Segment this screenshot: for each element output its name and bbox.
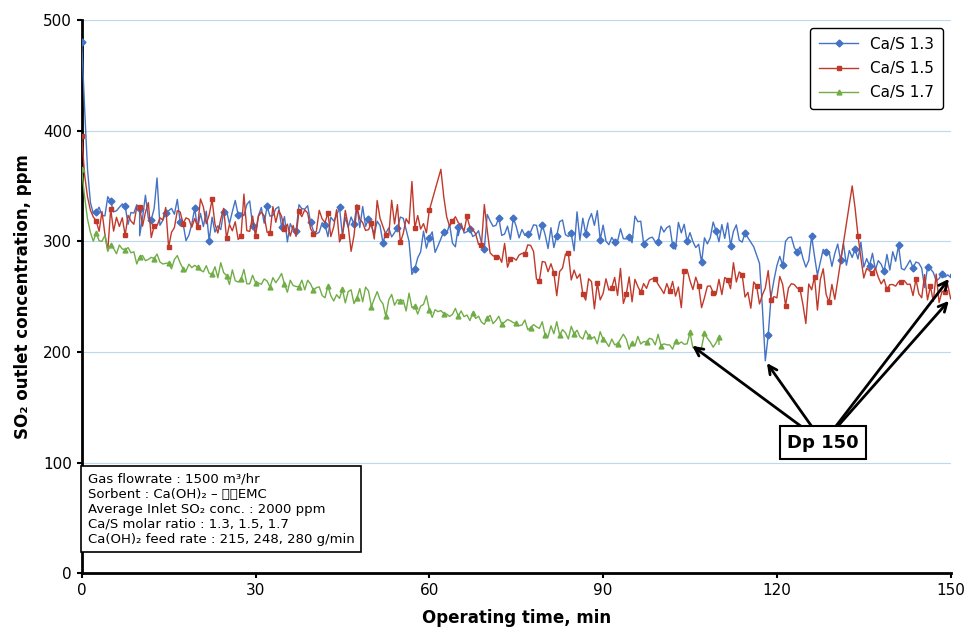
- Ca/S 1.5: [421, 229, 432, 237]
- Ca/S 1.7: [712, 340, 724, 348]
- Ca/S 1.3: [78, 104, 90, 112]
- Ca/S 1.3: [868, 266, 880, 274]
- Ca/S 1.3: [814, 258, 825, 266]
- Ca/S 1.7: [102, 247, 113, 255]
- Text: Gas flowrate : 1500 m³/hr
Sorbent : Ca(OH)₂ – 태영EMC
Average Inlet SO₂ conc. : 20: Gas flowrate : 1500 m³/hr Sorbent : Ca(O…: [87, 472, 354, 545]
- Ca/S 1.3: [602, 241, 614, 249]
- Ca/S 1.5: [799, 320, 811, 328]
- Ca/S 1.5: [246, 212, 258, 220]
- Line: Ca/S 1.7: Ca/S 1.7: [79, 167, 721, 356]
- Ca/S 1.3: [585, 210, 597, 217]
- Ca/S 1.3: [944, 271, 956, 278]
- Ca/S 1.5: [845, 182, 857, 190]
- Ca/S 1.5: [944, 295, 956, 303]
- Ca/S 1.3: [759, 357, 771, 365]
- Ca/S 1.7: [654, 342, 666, 350]
- Y-axis label: SO₂ outlet concentration, ppm: SO₂ outlet concentration, ppm: [14, 154, 32, 439]
- Ca/S 1.7: [252, 279, 264, 287]
- Ca/S 1.5: [877, 276, 889, 283]
- Ca/S 1.7: [75, 165, 87, 173]
- Ca/S 1.7: [156, 260, 168, 268]
- Line: Ca/S 1.5: Ca/S 1.5: [79, 134, 953, 326]
- Legend: Ca/S 1.3, Ca/S 1.5, Ca/S 1.7: Ca/S 1.3, Ca/S 1.5, Ca/S 1.7: [810, 28, 942, 109]
- Ca/S 1.7: [287, 281, 298, 289]
- Ca/S 1.7: [692, 349, 704, 357]
- Ca/S 1.5: [793, 286, 805, 294]
- Ca/S 1.5: [75, 132, 87, 140]
- Line: Ca/S 1.3: Ca/S 1.3: [79, 40, 953, 363]
- Ca/S 1.3: [75, 38, 87, 46]
- Ca/S 1.5: [781, 284, 793, 292]
- X-axis label: Operating time, min: Operating time, min: [422, 609, 610, 627]
- Text: Dp 150: Dp 150: [786, 434, 858, 452]
- Ca/S 1.7: [304, 280, 316, 288]
- Ca/S 1.3: [588, 222, 600, 229]
